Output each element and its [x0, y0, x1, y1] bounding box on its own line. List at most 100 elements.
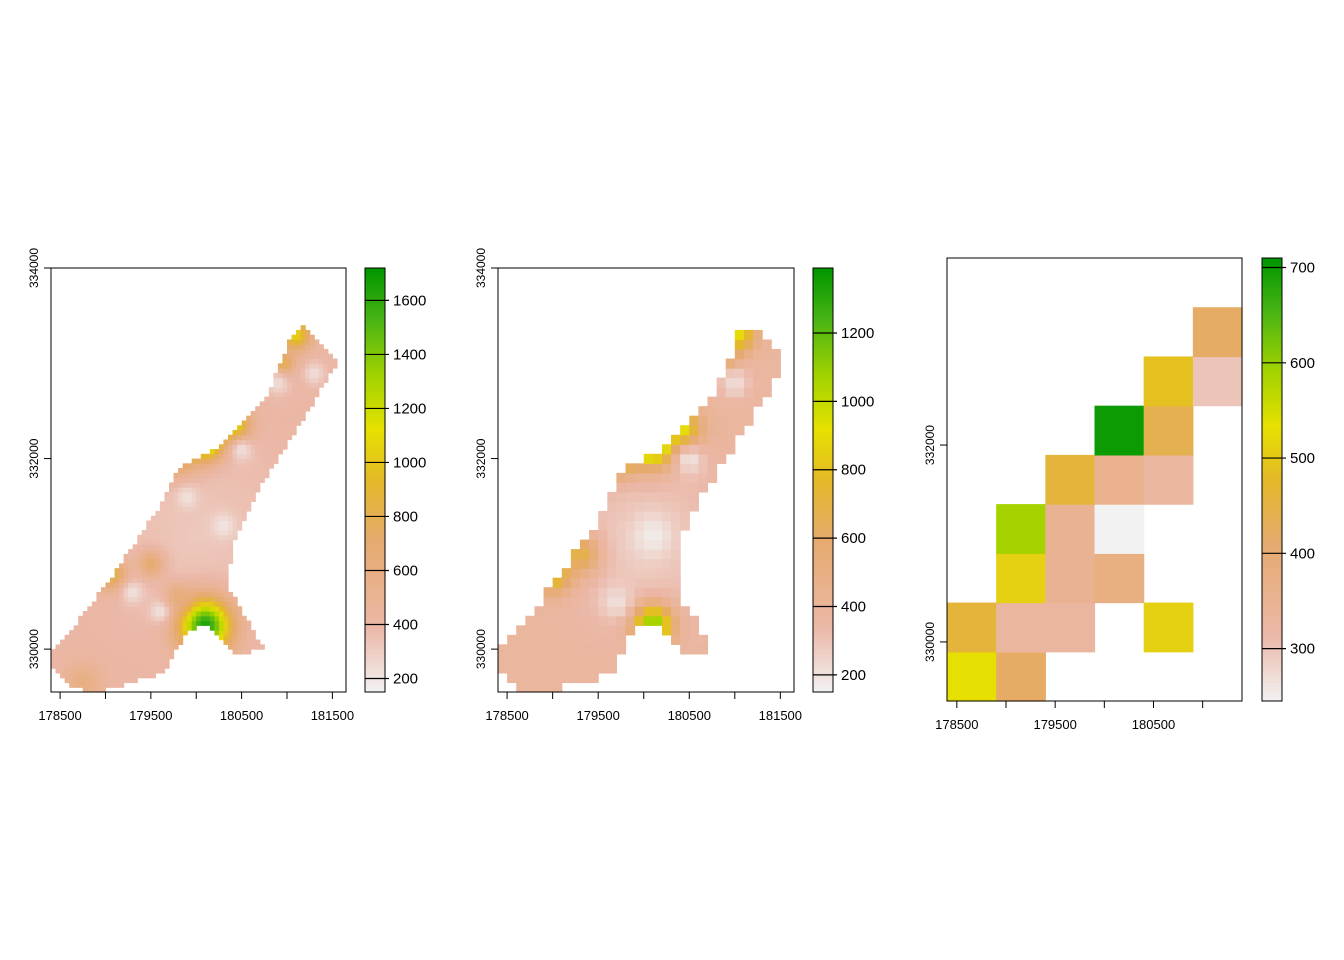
raster-cell: [141, 615, 147, 622]
raster-cell: [137, 639, 143, 645]
raster-cell: [255, 482, 261, 488]
raster-cell: [223, 596, 229, 603]
raster-cell: [173, 606, 179, 612]
legend-color-step: [813, 462, 833, 467]
legend-color-step: [1262, 383, 1282, 388]
raster-cell: [237, 449, 243, 455]
legend-color-step: [813, 370, 833, 375]
raster-cell: [287, 358, 293, 364]
legend-color-step: [1262, 464, 1282, 469]
legend-color-step: [365, 550, 385, 555]
raster-cell: [82, 668, 88, 674]
raster-cell: [671, 501, 681, 512]
legend-color-step: [365, 547, 385, 552]
raster-cell: [187, 553, 193, 560]
legend-color-step: [365, 667, 385, 672]
legend-color-step: [365, 285, 385, 290]
raster-cell: [200, 553, 206, 560]
raster-cell: [543, 634, 554, 645]
raster-cell: [169, 568, 175, 574]
raster-cell: [132, 549, 138, 555]
raster-cell: [137, 663, 143, 669]
raster-cell: [616, 539, 627, 550]
raster-cell: [178, 515, 184, 522]
raster-cell: [250, 444, 256, 450]
raster-cell: [277, 449, 284, 455]
raster-cell: [196, 596, 202, 603]
raster-cell: [128, 672, 134, 679]
raster-cell: [209, 534, 215, 541]
raster-cell: [607, 606, 617, 617]
legend-color-step: [813, 430, 833, 435]
legend-color-step: [1262, 571, 1282, 576]
raster-cell: [543, 644, 554, 655]
legend-color-step: [1262, 597, 1282, 602]
raster-cell: [607, 510, 617, 522]
raster-cell: [309, 372, 315, 379]
raster-cell: [282, 410, 288, 417]
raster-cell: [182, 615, 188, 622]
raster-cell: [273, 453, 279, 460]
raster-cell: [680, 520, 690, 531]
legend-color-step: [365, 522, 385, 527]
raster-cell: [137, 549, 143, 555]
raster-cell: [191, 534, 197, 541]
raster-cell: [570, 568, 581, 579]
raster-cell: [625, 463, 636, 474]
raster-cell: [164, 501, 170, 507]
raster-cell: [191, 553, 197, 560]
raster-cell: [661, 520, 672, 531]
raster-cell: [91, 615, 97, 622]
raster-cell: [164, 591, 170, 598]
raster-cell: [141, 572, 147, 579]
raster-cell: [159, 663, 166, 669]
raster-cell: [91, 601, 97, 607]
raster-cell: [680, 510, 690, 522]
raster-cell: [105, 582, 111, 588]
raster-cell: [155, 515, 161, 522]
raster-cell: [141, 639, 147, 645]
raster-cell: [643, 453, 654, 464]
raster-cell: [259, 429, 265, 436]
raster-cell: [164, 515, 170, 522]
legend-color-step: [1262, 324, 1282, 329]
raster-cell: [598, 568, 608, 579]
raster-cell: [182, 539, 188, 545]
raster-cell: [191, 615, 197, 622]
raster-cell: [159, 577, 166, 584]
x-tick-label: 180500: [668, 708, 711, 723]
legend-color-step: [1262, 298, 1282, 303]
raster-cell: [191, 587, 197, 593]
legend-color-step: [813, 469, 833, 474]
raster-cell: [228, 501, 234, 507]
raster-cell: [141, 668, 147, 674]
raster-cell: [55, 649, 61, 655]
raster-cell: [332, 358, 338, 364]
raster-cell: [123, 606, 129, 612]
legend-color-step: [365, 363, 385, 368]
raster-cell: [164, 601, 170, 607]
raster-cell: [87, 653, 93, 660]
legend-color-step: [365, 589, 385, 594]
raster-cell: [228, 520, 234, 526]
raster-cell: [132, 596, 138, 603]
raster-cell: [273, 382, 279, 388]
raster-cell: [671, 634, 681, 645]
legend-color-step: [1262, 305, 1282, 311]
raster-cell: [146, 639, 152, 645]
raster-cell: [671, 625, 681, 636]
raster-cell: [137, 534, 143, 541]
raster-cell: [643, 596, 654, 607]
raster-cell: [155, 625, 161, 631]
raster-cell: [237, 515, 243, 522]
raster-cell: [652, 596, 663, 607]
raster-cell: [205, 544, 211, 550]
raster-cell: [214, 487, 220, 493]
legend-color-step: [1262, 339, 1282, 344]
raster-cell: [159, 625, 166, 631]
raster-cell: [200, 563, 206, 569]
raster-cell: [159, 668, 166, 674]
raster-cell: [178, 468, 184, 474]
raster-cell: [561, 634, 572, 645]
raster-cell: [625, 491, 636, 503]
